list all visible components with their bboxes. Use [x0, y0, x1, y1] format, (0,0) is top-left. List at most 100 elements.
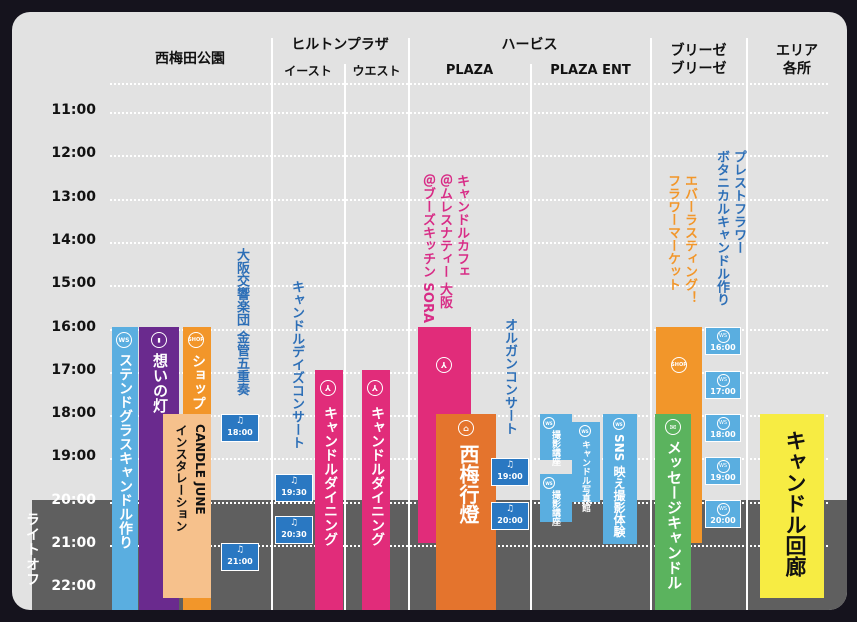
dining-icon: ⅄ [367, 380, 383, 396]
preserved-1700[interactable]: WS 17:00 [705, 371, 741, 399]
tag-time: 19:00 [497, 472, 523, 481]
music-note-icon: ♫ [235, 545, 245, 555]
osaka-brass-2100-tag[interactable]: ♫ 21:00 [221, 543, 259, 571]
concert-2030-tag[interactable]: ♫ 20:30 [275, 516, 313, 544]
ws-icon: WS [716, 503, 730, 516]
divider [408, 38, 410, 610]
ent-item-photo-studio[interactable]: WS キャンドル写真館 [572, 422, 600, 512]
header-breeze-1: ブリーゼ [670, 43, 727, 59]
lights-off-label: ライトオフ [24, 512, 40, 587]
osaka-brass-label: 大阪交響楽団 金管五重奏 [234, 248, 249, 396]
concert-1930-tag[interactable]: ♫ 19:30 [275, 474, 313, 502]
tag-time: 20:00 [497, 516, 523, 525]
nishiume-lantern-label: 西梅行燈 [456, 444, 480, 524]
candle-june-label-1: CANDLE JUNE [193, 424, 207, 515]
divider [650, 38, 652, 610]
header-hilton: ヒルトンプラザ [291, 37, 389, 53]
header-nishiumeda: 西梅田公園 [155, 51, 225, 67]
candle-dining-west-bar[interactable]: ⅄ キャンドルダイニング [362, 370, 390, 610]
organ-2000-tag[interactable]: ♫ 20:00 [491, 502, 529, 530]
hour-gridline [110, 241, 828, 244]
shop-label: ショップ [190, 354, 206, 410]
ws-icon: WS [716, 330, 730, 343]
candle-cafe-label-2: ＠ムレスナティー 大阪 [437, 174, 452, 309]
tag-time: 21:00 [227, 557, 253, 566]
stained-glass-bar[interactable]: WS ステンドグラスキャンドル作り [112, 327, 138, 610]
divider [530, 64, 532, 610]
ws-icon: WS [716, 417, 730, 430]
header-herbis: ハービス [501, 37, 558, 53]
session-time: 17:00 [710, 387, 736, 396]
session-time: 20:00 [710, 516, 736, 525]
shop-icon: SHOP [188, 332, 204, 348]
message-candle-bar[interactable]: ✉ メッセージキャンドル [655, 414, 691, 610]
candle-icon: ▮ [151, 332, 167, 348]
time-label: 11:00 [51, 102, 96, 118]
ent-item-sns-label: SNS 映え撮影体験 [612, 434, 626, 538]
session-time: 16:00 [710, 343, 736, 352]
music-note-icon: ♫ [289, 476, 299, 486]
ent-item-photo-studio-label: キャンドル写真館 [580, 440, 590, 512]
time-label: 20:00 [51, 491, 96, 508]
tag-time: 18:00 [227, 428, 253, 437]
session-time: 19:00 [710, 473, 736, 482]
candle-days-concert-label: キャンドルデイズコンサート [289, 280, 304, 449]
header-breeze-2: ブリーゼ [670, 61, 727, 77]
organ-1900-tag[interactable]: ♫ 19:00 [491, 458, 529, 486]
message-candle-label: メッセージキャンドル [665, 440, 683, 590]
ent-item-sns[interactable]: WS SNS 映え撮影体験 [603, 414, 637, 544]
candle-cafe-label-3: ＠ブーズキッチン SORA [420, 174, 435, 324]
osaka-brass-1800-tag[interactable]: ♫ 18:00 [221, 414, 259, 442]
header-hilton-east: イースト [284, 64, 332, 78]
everlasting-label-2: フラワーマーケット [665, 174, 680, 291]
candle-dining-west-label: キャンドルダイニング [369, 406, 385, 546]
preserved-2000[interactable]: WS 20:00 [705, 500, 741, 528]
time-label: 19:00 [51, 448, 96, 465]
hour-gridline [110, 155, 828, 158]
candle-june-bar[interactable]: CANDLE JUNE インスタレーション [163, 414, 211, 598]
organ-concert-label: オルガンコンサート [502, 318, 517, 435]
candle-dining-east-bar[interactable]: ⅄ キャンドルダイニング [315, 370, 343, 610]
preserved-1900[interactable]: WS 19:00 [705, 457, 741, 485]
hour-gridline [110, 112, 828, 114]
candle-corridor-bar[interactable]: キャンドル回廊 [760, 414, 824, 598]
everlasting-label-1: エバーラスティング！ [682, 174, 697, 304]
divider [271, 38, 273, 610]
ent-item-photo-1-label: 撮影講座 [550, 430, 560, 466]
omoi-no-hi-label: 想いの灯 [151, 353, 169, 413]
header-rule [110, 83, 828, 85]
music-note-icon: ♫ [505, 504, 515, 514]
nishiume-lantern-bar[interactable]: ⌂ 西梅行燈 [436, 414, 496, 610]
ws-icon: WS [543, 477, 555, 489]
candle-dining-east-label: キャンドルダイニング [322, 406, 338, 546]
time-label: 12:00 [51, 145, 96, 162]
music-note-icon: ♫ [289, 518, 299, 528]
tag-time: 20:30 [281, 530, 307, 539]
divider [746, 38, 748, 610]
message-icon: ✉ [665, 419, 681, 435]
header-area-1: エリア [776, 43, 818, 59]
time-label: 22:00 [51, 578, 96, 595]
divider [344, 64, 346, 610]
tag-time: 19:30 [281, 488, 307, 497]
ent-item-photo-1[interactable]: WS 撮影講座 [540, 414, 572, 466]
time-label: 21:00 [51, 535, 96, 551]
time-label: 16:00 [51, 318, 96, 335]
header-herbis-plaza: PLAZA [445, 63, 494, 78]
shop-icon: SHOP [671, 357, 687, 373]
music-note-icon: ♫ [235, 416, 245, 426]
dining-icon: ⅄ [320, 380, 336, 396]
lantern-icon: ⌂ [458, 420, 474, 436]
candle-june-label-2: インスタレーション [174, 424, 188, 532]
hour-gridline [110, 285, 828, 288]
time-label: 17:00 [51, 361, 96, 378]
preserved-1800[interactable]: WS 18:00 [705, 414, 741, 442]
dining-icon: ⅄ [436, 357, 452, 373]
preserved-label-1: プレストフラワー [731, 150, 746, 254]
hour-gridline [110, 198, 828, 201]
time-label: 14:00 [51, 231, 96, 248]
ws-icon: WS [716, 374, 730, 387]
schedule-board: 西梅田公園 ヒルトンプラザ イースト ウエスト ハービス PLAZA PLAZA… [12, 12, 847, 610]
ent-item-photo-2[interactable]: WS 撮影講座 [540, 474, 572, 526]
preserved-1600[interactable]: WS 16:00 [705, 327, 741, 355]
